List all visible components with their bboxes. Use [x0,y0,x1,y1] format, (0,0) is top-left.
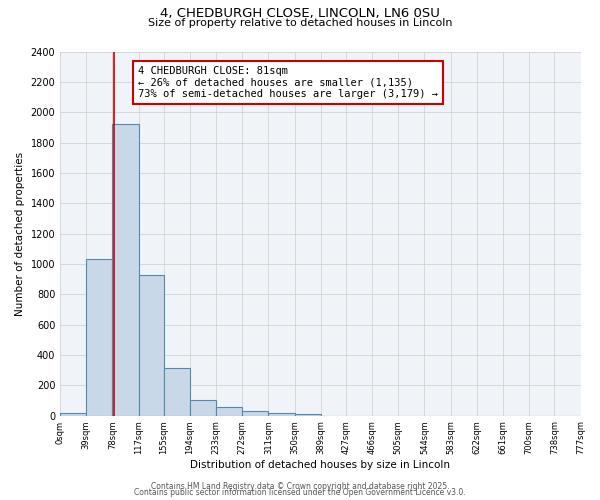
Text: Contains public sector information licensed under the Open Government Licence v3: Contains public sector information licen… [134,488,466,497]
Text: Size of property relative to detached houses in Lincoln: Size of property relative to detached ho… [148,18,452,28]
Bar [164,368,190,416]
Text: 4, CHEDBURGH CLOSE, LINCOLN, LN6 0SU: 4, CHEDBURGH CLOSE, LINCOLN, LN6 0SU [160,8,440,20]
Text: Contains HM Land Registry data © Crown copyright and database right 2025.: Contains HM Land Registry data © Crown c… [151,482,449,491]
Bar [268,412,295,416]
Bar [60,412,86,416]
Bar [190,400,216,415]
Bar [242,411,268,416]
Bar [86,260,112,416]
X-axis label: Distribution of detached houses by size in Lincoln: Distribution of detached houses by size … [190,460,451,470]
Bar [112,124,139,416]
Y-axis label: Number of detached properties: Number of detached properties [15,152,25,316]
Text: 4 CHEDBURGH CLOSE: 81sqm
← 26% of detached houses are smaller (1,135)
73% of sem: 4 CHEDBURGH CLOSE: 81sqm ← 26% of detach… [138,66,438,100]
Bar [295,414,320,416]
Bar [216,407,242,416]
Bar [139,274,164,416]
